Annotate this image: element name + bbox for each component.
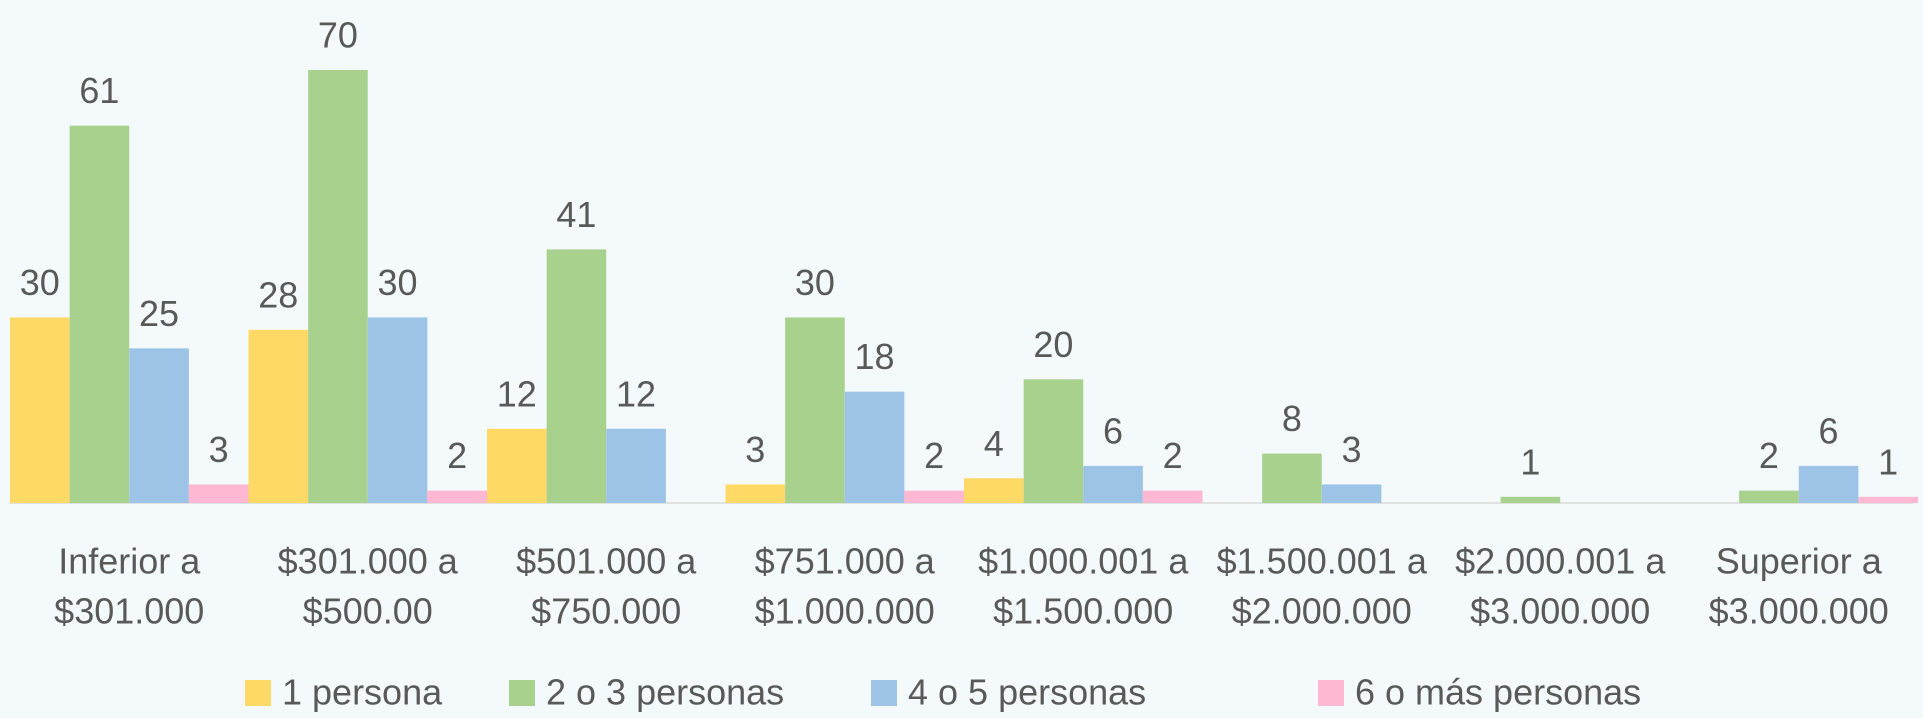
x-tick-label: $1.000.000: [755, 591, 935, 632]
x-tick-label: $751.000 a: [755, 541, 936, 582]
x-tick-label: $501.000 a: [516, 541, 697, 582]
x-tick-label: $301.000: [54, 591, 204, 632]
x-tick-label: $1.000.001 a: [978, 541, 1189, 582]
bar: [10, 317, 70, 503]
bar: [129, 348, 189, 503]
legend-swatch: [245, 680, 271, 706]
bar: [427, 490, 487, 503]
legend-label: 1 persona: [282, 672, 443, 713]
data-label: 2: [924, 435, 944, 476]
bar: [1321, 484, 1382, 503]
bar: [725, 484, 786, 503]
bar: [1142, 490, 1203, 503]
data-label: 41: [556, 194, 596, 235]
bar: [308, 70, 368, 503]
bar: [1500, 496, 1561, 503]
legend-label: 6 o más personas: [1355, 672, 1641, 713]
x-tick-label: Superior a: [1716, 541, 1883, 582]
bar: [1023, 379, 1084, 503]
x-tick-label: $3.000.000: [1470, 591, 1650, 632]
data-label: 8: [1282, 398, 1302, 439]
bar: [964, 478, 1024, 503]
bar: [248, 329, 309, 503]
x-tick-label: $3.000.000: [1709, 591, 1889, 632]
data-label: 2: [1163, 435, 1183, 476]
data-label: 28: [258, 274, 298, 315]
data-label: 1: [1878, 441, 1898, 482]
data-label: 1: [1520, 441, 1540, 482]
data-label: 25: [139, 293, 179, 334]
data-label: 20: [1033, 324, 1073, 365]
data-label: 12: [616, 373, 656, 414]
data-label: 3: [209, 429, 229, 470]
bar: [844, 391, 905, 503]
bar: [188, 484, 249, 503]
data-label: 2: [447, 435, 467, 476]
data-label: 70: [318, 15, 358, 56]
bar: [1262, 453, 1322, 503]
x-tick-label: $500.00: [303, 591, 433, 632]
x-tick-label: $301.000 a: [278, 541, 459, 582]
bar: [487, 428, 547, 503]
legend-swatch: [1318, 680, 1344, 706]
x-tick-label: $2.000.001 a: [1455, 541, 1666, 582]
bar: [1083, 465, 1143, 503]
x-tick-label: $750.000: [531, 591, 681, 632]
data-label: 18: [855, 336, 895, 377]
data-label: 30: [378, 262, 418, 303]
data-label: 30: [20, 262, 60, 303]
bar: [1739, 490, 1799, 503]
data-label: 30: [795, 262, 835, 303]
x-tick-label: $1.500.001 a: [1217, 541, 1428, 582]
data-label: 61: [79, 70, 119, 111]
legend-label: 4 o 5 personas: [908, 672, 1146, 713]
legend-swatch: [509, 680, 535, 706]
x-tick-label: $1.500.000: [993, 591, 1173, 632]
data-label: 4: [984, 423, 1004, 464]
x-tick-label: $2.000.000: [1232, 591, 1412, 632]
data-label: 3: [1342, 429, 1362, 470]
data-label: 2: [1759, 435, 1779, 476]
legend-swatch: [871, 680, 897, 706]
bar: [546, 249, 607, 503]
bar: [1798, 465, 1859, 503]
bar: [1858, 496, 1918, 503]
bar: [904, 490, 964, 503]
data-label: 12: [497, 373, 537, 414]
data-label: 6: [1103, 410, 1123, 451]
bar: [785, 317, 845, 503]
bar: [367, 317, 428, 503]
bar: [69, 125, 130, 504]
legend-label: 2 o 3 personas: [546, 672, 784, 713]
data-label: 6: [1819, 410, 1839, 451]
data-label: 3: [745, 429, 765, 470]
bar: [606, 428, 666, 503]
x-tick-label: Inferior a: [58, 541, 201, 582]
